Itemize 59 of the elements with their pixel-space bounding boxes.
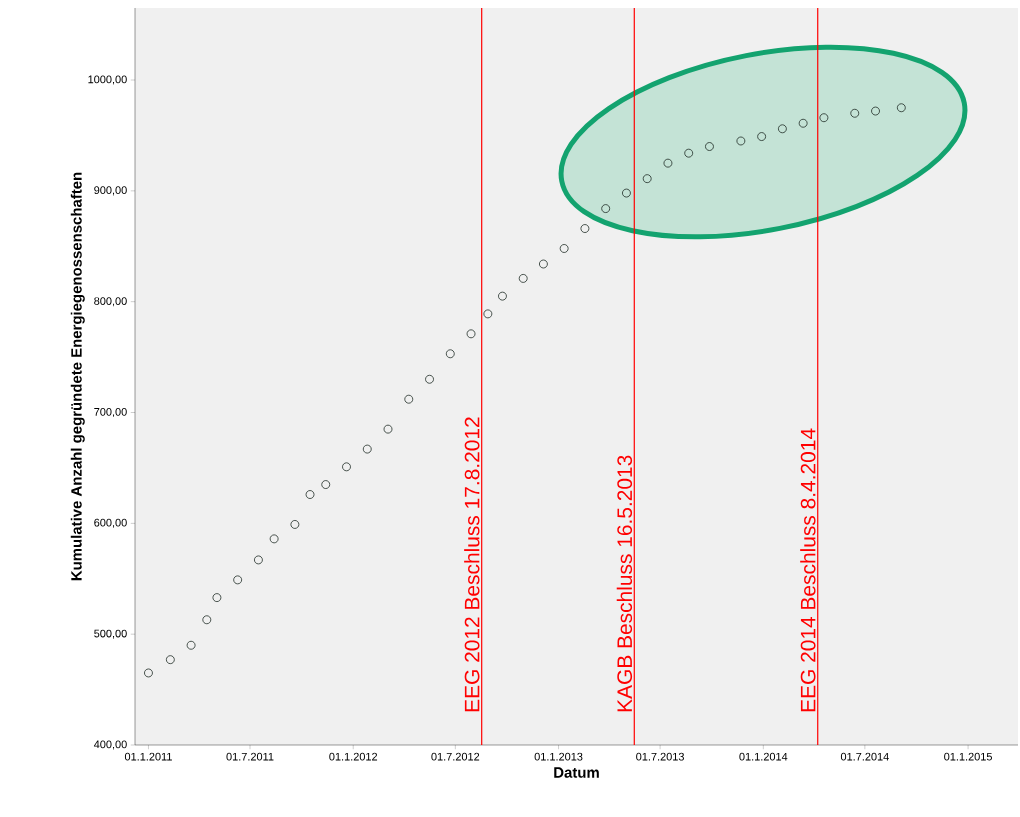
point [165, 655, 175, 665]
point [383, 424, 393, 434]
point [233, 575, 243, 585]
ref-line-label: KAGB Beschluss 16.5.2013 [616, 455, 633, 712]
x-tick-label: 01.7.2013 [636, 752, 684, 761]
point [736, 136, 746, 146]
point [819, 113, 829, 123]
point [290, 520, 300, 529]
y-axis-title: Kumulative Anzahl gegründete Energiegenossenschaften [70, 172, 85, 581]
point [896, 103, 906, 113]
point [757, 132, 767, 141]
point [871, 106, 880, 116]
x-tick-label: 01.1.2014 [739, 752, 788, 761]
ref-line-label: EEG 2012 Beschluss 17.8.2012 [464, 417, 480, 712]
point [445, 349, 455, 359]
point [342, 462, 351, 472]
point [186, 640, 196, 650]
point [850, 108, 860, 118]
point [642, 174, 652, 184]
y-tick-label: 1000,00 [88, 75, 127, 85]
y-tick-label: 800,00 [94, 297, 127, 307]
x-axis-title: Datum [554, 767, 599, 778]
y-tick-label: 600,00 [94, 518, 127, 528]
point [404, 394, 414, 404]
point [254, 555, 263, 565]
point [705, 142, 714, 151]
point [622, 188, 631, 198]
point [580, 224, 590, 233]
y-tick-label: 400,00 [93, 740, 127, 750]
point [601, 204, 611, 213]
point [212, 593, 222, 602]
x-tick-label: 01.7.2011 [226, 752, 274, 761]
y-tick-label: 500,00 [94, 629, 127, 639]
x-tick-label: 01.7.2012 [431, 752, 480, 761]
point [466, 329, 476, 339]
x-tick-label: 01.1.2012 [329, 752, 378, 761]
x-tick-label: 01.1.2013 [534, 752, 583, 761]
point [362, 444, 372, 454]
point [518, 274, 528, 283]
point [777, 124, 787, 134]
y-tick-label: 900,00 [94, 186, 127, 196]
x-tick-label: 01.1.2015 [944, 752, 992, 761]
x-tick-label: 01.7.2014 [840, 752, 889, 761]
point [539, 259, 548, 269]
point [269, 534, 279, 544]
point [684, 148, 694, 158]
y-tick-label: 700,00 [94, 408, 127, 418]
point [202, 615, 212, 625]
point [483, 309, 493, 319]
point [663, 158, 673, 168]
point [559, 244, 569, 253]
point [305, 490, 315, 499]
point [321, 480, 331, 489]
ref-line-label: EEG 2014 Beschluss 8.4.2014 [800, 428, 816, 712]
x-tick-label: 01.1.2011 [124, 752, 172, 761]
point [425, 374, 434, 384]
point [498, 291, 507, 301]
point [798, 118, 808, 128]
point [144, 668, 153, 678]
